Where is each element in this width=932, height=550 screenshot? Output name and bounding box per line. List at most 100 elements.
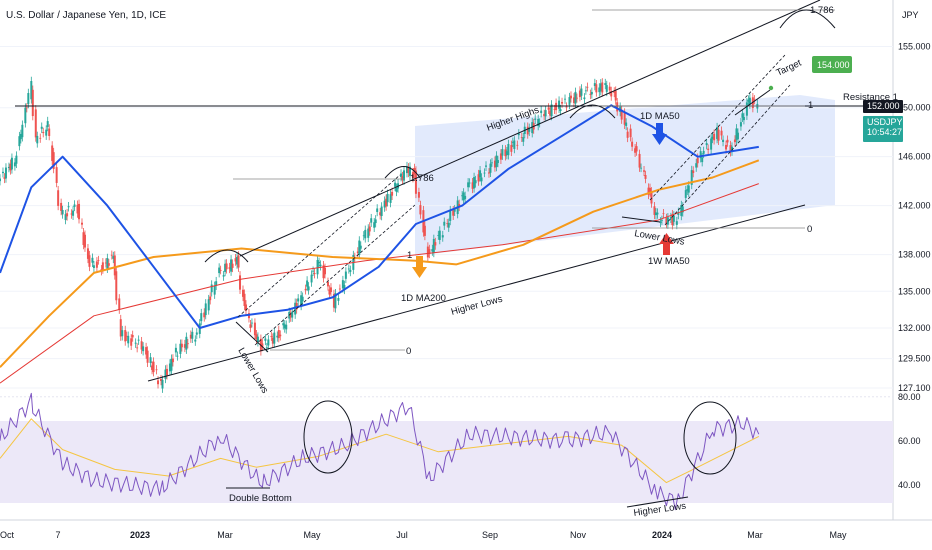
candle-body — [604, 83, 607, 85]
candle-body — [490, 162, 493, 164]
candle-body — [696, 157, 699, 164]
candle-body — [146, 350, 149, 363]
candle-body — [243, 293, 246, 306]
candle-body — [654, 212, 657, 216]
candle-body — [21, 124, 24, 138]
candle-body — [595, 84, 598, 93]
rsi-circle-jun — [303, 400, 353, 474]
lower-lows-line-a — [235, 321, 269, 353]
candle-body — [722, 139, 725, 143]
candle-body — [161, 379, 164, 389]
rsi-band — [0, 421, 893, 503]
candle-body — [115, 271, 118, 301]
currency-label: JPY — [902, 10, 919, 20]
candle-body — [496, 160, 499, 164]
candle-body — [526, 126, 529, 135]
x-tick-label: 2024 — [652, 530, 672, 540]
candle-body — [720, 130, 723, 136]
candle-body — [550, 104, 553, 116]
candle-body — [160, 379, 163, 382]
y-tick-label: 127.100 — [898, 383, 931, 393]
candle-body — [10, 157, 13, 170]
fib-1-a: 1 — [407, 250, 412, 261]
candle-body — [537, 118, 540, 127]
target-dot — [768, 85, 774, 91]
y-tick-label: 135.000 — [898, 286, 931, 296]
candle-body — [66, 213, 69, 217]
candle-body — [364, 229, 367, 239]
candle-body — [426, 246, 429, 258]
candle-body — [36, 135, 39, 144]
candle-body — [155, 369, 158, 371]
candle-body — [417, 192, 420, 198]
candle-body — [185, 336, 188, 350]
candle-body — [522, 137, 525, 142]
candle-body — [168, 363, 171, 372]
resistance-tag-text: 152.000 — [867, 101, 900, 111]
target-arrow-line — [734, 89, 771, 116]
candle-body — [474, 180, 477, 184]
candle-body — [391, 191, 394, 196]
candle-body — [3, 177, 6, 179]
candle-body — [586, 86, 589, 88]
x-tick-label: Oct — [0, 530, 14, 540]
candle-body — [467, 182, 470, 188]
candle-body — [152, 361, 155, 373]
candle-body — [291, 311, 294, 318]
candle-body — [7, 166, 10, 169]
channel-top — [239, 0, 821, 257]
candle-body — [250, 322, 253, 324]
candle-body — [234, 258, 237, 262]
candle-body — [383, 200, 386, 208]
candle-body — [495, 155, 498, 167]
candle-body — [411, 172, 414, 179]
series-group — [0, 76, 760, 511]
candle-body — [385, 198, 388, 207]
candle-body — [194, 339, 197, 342]
candle-body — [753, 99, 756, 101]
candle-body — [124, 330, 127, 342]
candle-body — [505, 151, 508, 155]
candle-body — [318, 261, 321, 264]
candle-body — [572, 97, 575, 103]
candle-body — [659, 221, 662, 223]
candle-body — [283, 324, 286, 329]
candle-body — [725, 144, 728, 150]
candle-body — [4, 167, 7, 179]
ma200-arrow — [412, 256, 427, 278]
candle-body — [349, 269, 352, 272]
candle-body — [285, 324, 288, 330]
dash-channel-b1 — [649, 54, 786, 201]
candle-body — [549, 110, 552, 116]
candle-body — [640, 167, 643, 169]
candle-body — [39, 137, 42, 139]
candle-body — [55, 167, 58, 183]
candle-body — [473, 177, 476, 189]
candle-body — [675, 221, 678, 225]
candle-body — [362, 235, 365, 237]
candle-body — [631, 141, 634, 147]
candle-body — [104, 262, 107, 264]
candle-body — [407, 167, 410, 173]
candle-body — [61, 210, 64, 215]
candle-body — [394, 182, 397, 187]
candle-body — [493, 160, 496, 168]
candle-body — [270, 336, 273, 337]
candle-body — [92, 265, 95, 268]
candle-body — [739, 122, 742, 127]
candle-body — [671, 214, 674, 226]
dash-channel-b2 — [664, 84, 791, 226]
candle-body — [644, 175, 647, 179]
candle-body — [186, 343, 189, 345]
candle-body — [219, 269, 222, 271]
candle-body — [218, 267, 221, 274]
target-tag-box — [812, 56, 852, 73]
candle-body — [507, 143, 510, 156]
candle-body — [209, 296, 212, 301]
candle-body — [389, 194, 392, 203]
x-tick-label: 2023 — [130, 530, 150, 540]
candle-body — [653, 206, 656, 215]
candle-body — [306, 280, 309, 287]
candle-body — [608, 86, 611, 91]
